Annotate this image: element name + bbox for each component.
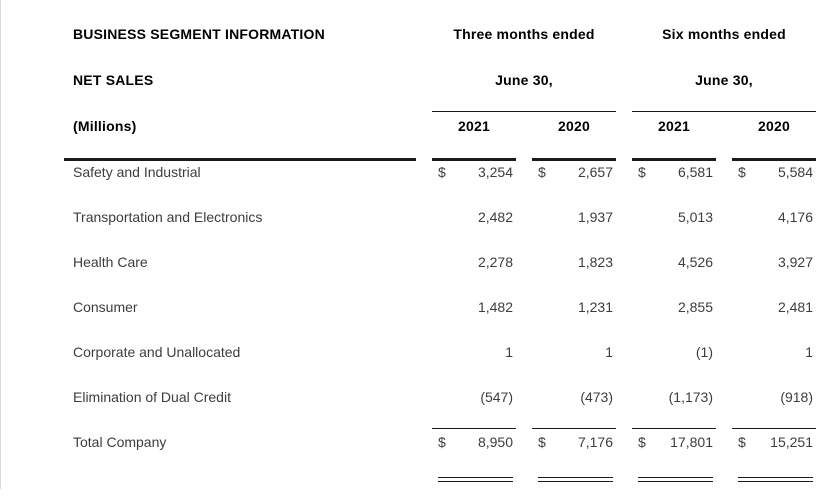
cell-value: 4,176 xyxy=(777,209,813,225)
cell-value: 3,254 xyxy=(477,164,513,180)
table-closing-rules xyxy=(1,473,835,497)
cell-value: 15,251 xyxy=(770,434,813,450)
net-sales-label: NET SALES xyxy=(73,72,154,88)
table-row-total-company: Total Company $ 8,950 $ 7,176 $ 17,801 $… xyxy=(1,428,835,473)
total-value-cell: $ 7,176 xyxy=(532,428,616,473)
table-row-health-care: Health Care 2,278 1,823 4,526 3,927 xyxy=(1,248,835,293)
cell-value: 2,481 xyxy=(777,299,813,315)
table-title: BUSINESS SEGMENT INFORMATION xyxy=(73,26,325,42)
cell-value: 2,482 xyxy=(477,209,513,225)
dollar-sign: $ xyxy=(438,164,446,180)
cell-value: (918) xyxy=(780,389,813,405)
cell-value: 6,581 xyxy=(677,164,713,180)
value-cell: 4,526 xyxy=(632,248,716,293)
value-cell: $ 5,584 xyxy=(732,158,816,203)
cell-value: 7,176 xyxy=(577,434,613,450)
table-row-corporate-and-unallocated: Corporate and Unallocated 1 1 (1) 1 xyxy=(1,338,835,383)
cell-value: 1 xyxy=(505,344,513,360)
row-label: Consumer xyxy=(73,299,138,315)
table-row-consumer: Consumer 1,482 1,231 2,855 2,481 xyxy=(1,293,835,338)
cell-value: 2,657 xyxy=(577,164,613,180)
value-cell: 5,013 xyxy=(632,203,716,248)
header-row-2: NET SALES June 30, June 30, xyxy=(1,60,835,112)
value-cell: (918) xyxy=(732,383,816,428)
cell-value: 2,855 xyxy=(677,299,713,315)
row-label: Total Company xyxy=(73,434,167,450)
dollar-sign: $ xyxy=(538,434,546,450)
value-cell: (473) xyxy=(532,383,616,428)
cell-value: 17,801 xyxy=(670,434,713,450)
value-cell: 1,937 xyxy=(532,203,616,248)
value-cell: 1 xyxy=(732,338,816,383)
cell-value: 1,937 xyxy=(577,209,613,225)
col-group-six-months-date: June 30, xyxy=(632,60,816,112)
value-cell: 1,823 xyxy=(532,248,616,293)
year-header-6mo-2020: 2020 xyxy=(758,118,790,134)
cell-value: 8,950 xyxy=(477,434,513,450)
value-cell: (547) xyxy=(432,383,516,428)
row-label: Elimination of Dual Credit xyxy=(73,389,231,405)
dollar-sign: $ xyxy=(538,164,546,180)
cell-value: (1) xyxy=(695,344,713,360)
value-cell: 1 xyxy=(432,338,516,383)
dollar-sign: $ xyxy=(738,434,746,450)
double-rule xyxy=(438,477,513,482)
row-label: Transportation and Electronics xyxy=(73,209,263,225)
value-cell: $ 3,254 xyxy=(432,158,516,203)
total-value-cell: $ 15,251 xyxy=(732,428,816,473)
value-cell: 1,231 xyxy=(532,293,616,338)
value-cell: $ 6,581 xyxy=(632,158,716,203)
cell-value: 1,482 xyxy=(477,299,513,315)
value-cell: 2,855 xyxy=(632,293,716,338)
value-cell: 1 xyxy=(532,338,616,383)
double-rule xyxy=(738,477,813,482)
total-value-cell: $ 17,801 xyxy=(632,428,716,473)
dollar-sign: $ xyxy=(638,434,646,450)
value-cell: 2,278 xyxy=(432,248,516,293)
millions-label: (Millions) xyxy=(73,118,137,134)
col-group-three-months-title: Three months ended xyxy=(453,26,595,42)
cell-value: 1 xyxy=(605,344,613,360)
row-label: Safety and Industrial xyxy=(64,158,416,203)
cell-value: (473) xyxy=(580,389,613,405)
row-label: Corporate and Unallocated xyxy=(73,344,241,360)
table-row-elimination-of-dual-credit: Elimination of Dual Credit (547) (473) (… xyxy=(1,383,835,428)
row-label: Health Care xyxy=(73,254,148,270)
table-row-safety-and-industrial: Safety and Industrial $ 3,254 $ 2,657 $ … xyxy=(1,158,835,203)
cell-value: 1,231 xyxy=(577,299,613,315)
year-header-3mo-2021: 2021 xyxy=(458,118,490,134)
value-cell: 2,482 xyxy=(432,203,516,248)
value-cell: 4,176 xyxy=(732,203,816,248)
cell-value: 5,584 xyxy=(777,164,813,180)
cell-value: 1,823 xyxy=(577,254,613,270)
header-row-1: BUSINESS SEGMENT INFORMATION Three month… xyxy=(1,14,835,60)
cell-value: 5,013 xyxy=(677,209,713,225)
cell-value: (547) xyxy=(480,389,513,405)
cell-value: 3,927 xyxy=(777,254,813,270)
double-rule xyxy=(538,477,613,482)
col-group-six-months-title: Six months ended xyxy=(662,26,786,42)
double-rule xyxy=(638,477,713,482)
cell-value: (1,173) xyxy=(668,389,713,405)
header-row-years: (Millions) 2021 2020 2021 2020 xyxy=(1,112,835,158)
value-cell: (1) xyxy=(632,338,716,383)
value-cell: $ 2,657 xyxy=(532,158,616,203)
year-header-6mo-2021: 2021 xyxy=(658,118,690,134)
cell-value: 2,278 xyxy=(477,254,513,270)
dollar-sign: $ xyxy=(638,164,646,180)
dollar-sign: $ xyxy=(438,434,446,450)
dollar-sign: $ xyxy=(738,164,746,180)
cell-value: 4,526 xyxy=(677,254,713,270)
cell-value: 1 xyxy=(805,344,813,360)
year-header-3mo-2020: 2020 xyxy=(558,118,590,134)
col-group-three-months-date: June 30, xyxy=(432,60,616,112)
value-cell: 2,481 xyxy=(732,293,816,338)
value-cell: 3,927 xyxy=(732,248,816,293)
total-value-cell: $ 8,950 xyxy=(432,428,516,473)
table-row-transportation-and-electronics: Transportation and Electronics 2,482 1,9… xyxy=(1,203,835,248)
value-cell: (1,173) xyxy=(632,383,716,428)
value-cell: 1,482 xyxy=(432,293,516,338)
